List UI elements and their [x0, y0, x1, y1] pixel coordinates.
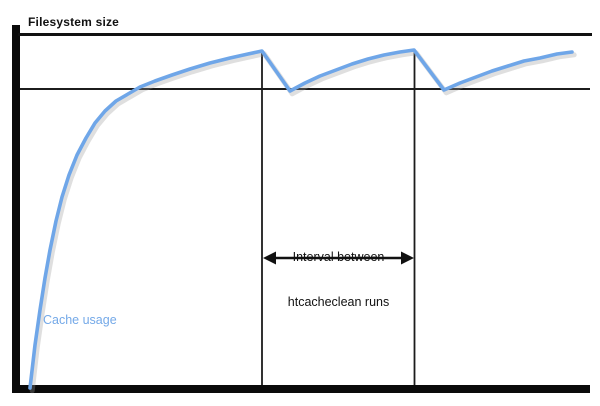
interval-arrow: [263, 251, 414, 265]
interval-arrow-head-right: [401, 251, 414, 265]
interval-arrow-head-left: [263, 251, 276, 265]
interval-annotation-line1: Interval between: [292, 250, 385, 264]
y-axis: [12, 25, 20, 393]
x-axis: [12, 385, 590, 393]
cache-limit-line: [20, 88, 590, 90]
cache-usage-curve: [28, 48, 574, 390]
interval-annotation: Interval between htcacheclean runs: [252, 220, 425, 340]
cache-usage-label: Cache usage: [43, 313, 117, 327]
cache-usage-curve-shadow: [29, 50, 577, 394]
interval-annotation-line2: htcacheclean runs: [287, 295, 390, 309]
filesystem-size-line: [18, 33, 592, 36]
filesystem-size-label: Filesystem size: [28, 15, 120, 29]
